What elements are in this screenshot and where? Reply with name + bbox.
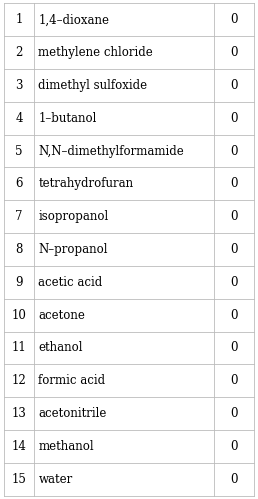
Text: 4: 4 (15, 112, 23, 125)
Text: 0: 0 (230, 308, 238, 321)
Text: 13: 13 (11, 407, 26, 420)
Text: 0: 0 (230, 243, 238, 256)
Text: 0: 0 (230, 440, 238, 453)
Text: methanol: methanol (38, 440, 94, 453)
Text: water: water (38, 473, 73, 486)
Text: 11: 11 (12, 341, 26, 354)
Text: 0: 0 (230, 473, 238, 486)
Text: 9: 9 (15, 276, 23, 289)
Text: formic acid: formic acid (38, 374, 106, 387)
Text: acetone: acetone (38, 308, 85, 321)
Text: 0: 0 (230, 374, 238, 387)
Text: 15: 15 (11, 473, 26, 486)
Text: isopropanol: isopropanol (38, 210, 109, 223)
Text: 0: 0 (230, 341, 238, 354)
Text: acetonitrile: acetonitrile (38, 407, 107, 420)
Text: 0: 0 (230, 79, 238, 92)
Text: 0: 0 (230, 210, 238, 223)
Text: 0: 0 (230, 145, 238, 158)
Text: 0: 0 (230, 13, 238, 26)
Text: 0: 0 (230, 112, 238, 125)
Text: 0: 0 (230, 407, 238, 420)
Text: N–propanol: N–propanol (38, 243, 108, 256)
Text: ethanol: ethanol (38, 341, 83, 354)
Text: tetrahydrofuran: tetrahydrofuran (38, 178, 134, 191)
Text: methylene chloride: methylene chloride (38, 46, 153, 59)
Text: 1,4–dioxane: 1,4–dioxane (38, 13, 109, 26)
Text: 7: 7 (15, 210, 23, 223)
Text: 6: 6 (15, 178, 23, 191)
Text: 10: 10 (11, 308, 26, 321)
Text: acetic acid: acetic acid (38, 276, 103, 289)
Text: 1–butanol: 1–butanol (38, 112, 97, 125)
Text: dimethyl sulfoxide: dimethyl sulfoxide (38, 79, 148, 92)
Text: 8: 8 (15, 243, 22, 256)
Text: 12: 12 (12, 374, 26, 387)
Text: 2: 2 (15, 46, 22, 59)
Text: 0: 0 (230, 178, 238, 191)
Text: 1: 1 (15, 13, 22, 26)
Text: 0: 0 (230, 276, 238, 289)
Text: 5: 5 (15, 145, 23, 158)
Text: N,N–dimethylformamide: N,N–dimethylformamide (38, 145, 184, 158)
Text: 3: 3 (15, 79, 23, 92)
Text: 0: 0 (230, 46, 238, 59)
Text: 14: 14 (11, 440, 26, 453)
